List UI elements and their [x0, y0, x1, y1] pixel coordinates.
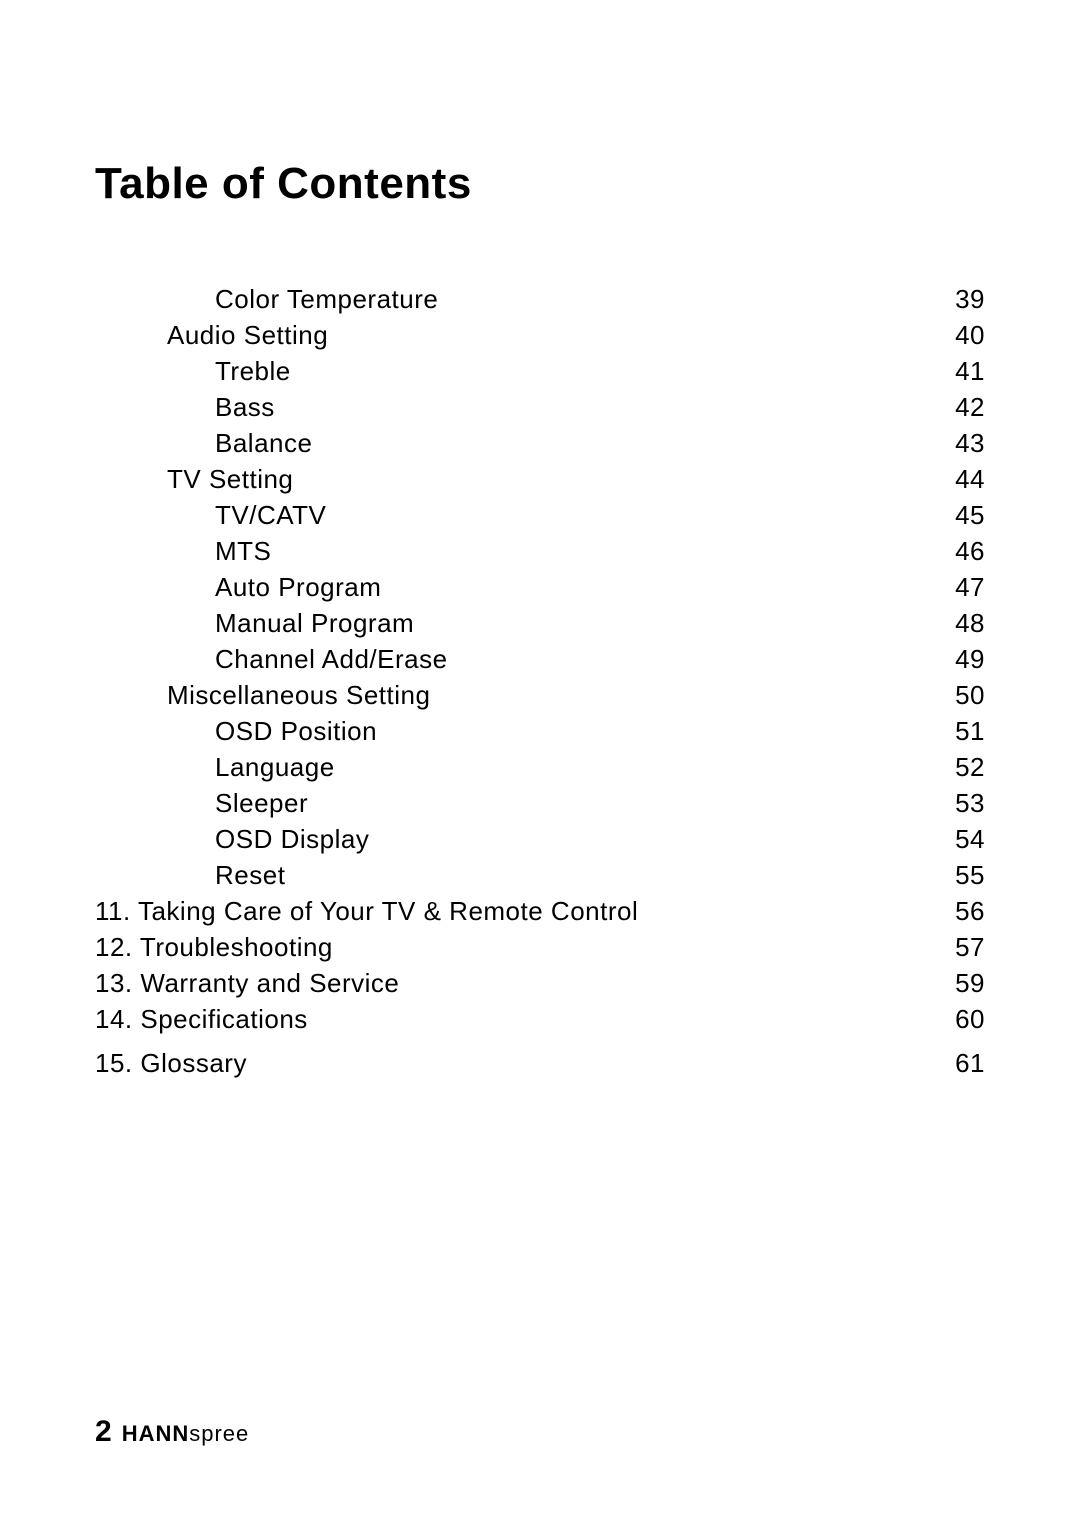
- toc-entry-page: 41: [955, 353, 985, 389]
- toc-entry-page: 61: [955, 1045, 985, 1081]
- toc-entry-label: MTS: [215, 533, 271, 569]
- toc-row: MTS 46: [95, 533, 985, 569]
- toc-row: 12. Troubleshooting 57: [95, 929, 985, 965]
- toc-entry-page: 60: [955, 1001, 985, 1037]
- toc-entry-label: Language: [215, 749, 335, 785]
- toc-row: Miscellaneous Setting 50: [95, 677, 985, 713]
- toc-entry-page: 59: [955, 965, 985, 1001]
- toc-entry-label: OSD Position: [215, 713, 377, 749]
- toc-row: 15. Glossary 61: [95, 1045, 985, 1081]
- document-page: Table of Contents Color Temperature39Aud…: [0, 0, 1080, 1529]
- toc-entry-label: Bass: [215, 389, 275, 425]
- toc-entry-page: 49: [955, 641, 985, 677]
- toc-entry-page: 47: [955, 569, 985, 605]
- page-title: Table of Contents: [95, 159, 985, 209]
- toc-entry-label: 13. Warranty and Service: [95, 965, 399, 1001]
- toc-entry-page: 51: [955, 713, 985, 749]
- toc-row: Color Temperature 39: [95, 281, 985, 317]
- toc-entry-page: 42: [955, 389, 985, 425]
- toc-row: Treble 41: [95, 353, 985, 389]
- footer-brand: HANNspree: [122, 1421, 250, 1447]
- toc-entry-page: 52: [955, 749, 985, 785]
- toc-entry-page: 40: [955, 317, 985, 353]
- toc-entry-label: 12. Troubleshooting: [95, 929, 333, 965]
- toc-row: Bass 42: [95, 389, 985, 425]
- toc-row: Reset 55: [95, 857, 985, 893]
- toc-row: TV/CATV 45: [95, 497, 985, 533]
- page-footer: 2 HANNspree: [95, 1415, 249, 1449]
- toc-entry-label: 14. Specifications: [95, 1001, 308, 1037]
- toc-row: 13. Warranty and Service 59: [95, 965, 985, 1001]
- toc-entry-page: 43: [955, 425, 985, 461]
- toc-entry-label: Sleeper: [215, 785, 308, 821]
- toc-entry-label: Manual Program: [215, 605, 414, 641]
- toc-entry-label: Miscellaneous Setting: [167, 677, 430, 713]
- toc-row: Channel Add/Erase 49: [95, 641, 985, 677]
- toc-entry-page: 48: [955, 605, 985, 641]
- toc-entry-page: 54: [955, 821, 985, 857]
- table-of-contents: Color Temperature39Audio Setting40Treble…: [95, 281, 985, 1081]
- toc-entry-label: 15. Glossary: [95, 1045, 247, 1081]
- toc-entry-page: 55: [955, 857, 985, 893]
- toc-row: TV Setting 44: [95, 461, 985, 497]
- toc-entry-page: 39: [955, 281, 985, 317]
- toc-entry-label: OSD Display: [215, 821, 369, 857]
- toc-row: Manual Program 48: [95, 605, 985, 641]
- toc-entry-page: 46: [955, 533, 985, 569]
- toc-row: Audio Setting 40: [95, 317, 985, 353]
- toc-entry-page: 50: [955, 677, 985, 713]
- toc-row: Balance 43: [95, 425, 985, 461]
- toc-row: Language 52: [95, 749, 985, 785]
- toc-entry-page: 57: [955, 929, 985, 965]
- toc-row: 11. Taking Care of Your TV & Remote Cont…: [95, 893, 985, 929]
- toc-entry-label: Auto Program: [215, 569, 381, 605]
- toc-entry-page: 45: [955, 497, 985, 533]
- toc-row: 14. Specifications 60: [95, 1001, 985, 1037]
- toc-entry-label: Channel Add/Erase: [215, 641, 448, 677]
- toc-entry-page: 56: [955, 893, 985, 929]
- toc-row: OSD Display 54: [95, 821, 985, 857]
- toc-row: OSD Position 51: [95, 713, 985, 749]
- toc-row: Auto Program 47: [95, 569, 985, 605]
- toc-entry-page: 44: [955, 461, 985, 497]
- toc-entry-label: TV/CATV: [215, 497, 326, 533]
- toc-entry-label: Audio Setting: [167, 317, 328, 353]
- footer-brand-bold: HANN: [122, 1421, 190, 1446]
- footer-brand-light: spree: [189, 1421, 249, 1446]
- footer-page-number: 2: [95, 1415, 112, 1449]
- toc-entry-label: Reset: [215, 857, 285, 893]
- toc-entry-label: 11. Taking Care of Your TV & Remote Cont…: [95, 893, 638, 929]
- toc-entry-label: Treble: [215, 353, 291, 389]
- toc-entry-label: TV Setting: [167, 461, 293, 497]
- toc-entry-label: Balance: [215, 425, 312, 461]
- toc-entry-label: Color Temperature: [215, 281, 438, 317]
- toc-row: Sleeper 53: [95, 785, 985, 821]
- toc-entry-page: 53: [955, 785, 985, 821]
